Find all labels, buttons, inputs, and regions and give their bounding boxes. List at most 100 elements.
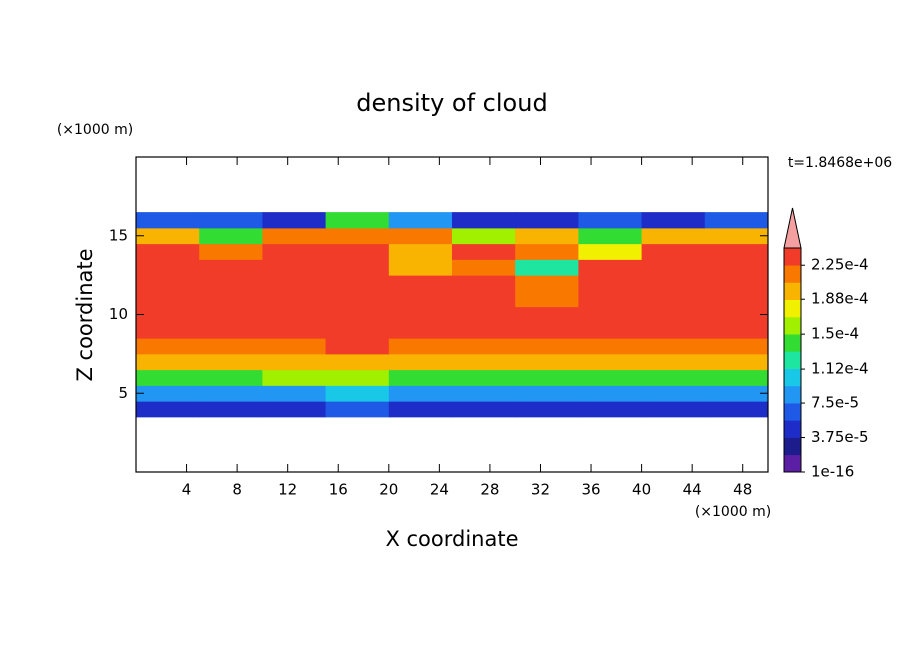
contour-cell <box>388 212 453 229</box>
contour-cell <box>704 306 769 323</box>
contour-cell <box>515 290 579 308</box>
contour-cell <box>325 385 390 402</box>
x-unit: (×1000 m) <box>695 504 771 520</box>
x-tick-label: 8 <box>232 481 242 499</box>
contour-cell <box>199 275 263 292</box>
contour-cell <box>452 401 516 418</box>
contour-cell <box>704 353 769 371</box>
contour-cell <box>515 275 579 292</box>
contour-cell <box>325 259 390 276</box>
contour-cell <box>262 322 327 339</box>
contour-cell <box>578 243 643 260</box>
time-label: t=1.8468e+06 <box>788 155 892 171</box>
contour-cell <box>199 290 263 308</box>
x-tick-label: 12 <box>278 481 297 499</box>
colorbar-band <box>784 334 801 352</box>
contour-cell <box>199 322 263 339</box>
contour-cell <box>452 369 516 386</box>
colorbar-frame <box>783 247 802 473</box>
contour-cell <box>452 306 516 323</box>
contour-cell <box>262 401 327 418</box>
contour-cell <box>704 227 769 245</box>
colorbar-band <box>784 454 801 473</box>
contour-cell <box>578 290 643 308</box>
colorbar-label: 2.25e-4 <box>811 256 869 274</box>
contour-cell <box>262 259 327 276</box>
contour-cell <box>199 259 263 276</box>
contour-cell <box>578 322 643 339</box>
contour-cell <box>641 243 706 260</box>
contour-cell <box>578 212 643 229</box>
colorbar-band <box>784 403 801 421</box>
x-tick-label: 4 <box>182 481 192 499</box>
contour-cell <box>262 306 327 323</box>
contour-cell <box>325 369 390 386</box>
colorbar-band <box>784 385 801 404</box>
contour-cell <box>578 369 643 386</box>
contour-cell <box>325 275 390 292</box>
contour-cell <box>136 243 200 260</box>
colorbar-band <box>784 282 801 300</box>
contour-cell <box>578 401 643 418</box>
contour-cell <box>262 275 327 292</box>
contour-cell <box>641 322 706 339</box>
contour-cell <box>515 338 579 355</box>
contour-cell <box>199 369 263 386</box>
contour-cell <box>325 322 390 339</box>
contour-cell <box>641 385 706 402</box>
contour-cell <box>262 385 327 402</box>
x-tick-label: 36 <box>581 481 600 499</box>
contour-cell <box>262 227 327 245</box>
contour-cell <box>136 290 200 308</box>
colorbar-band <box>784 265 801 283</box>
contour-cell <box>515 306 579 323</box>
contour-cell <box>578 306 643 323</box>
x-tick-label: 40 <box>632 481 651 499</box>
contour-cell <box>515 259 579 276</box>
contour-cell <box>199 401 263 418</box>
contour-cell <box>136 212 200 229</box>
contour-cell <box>199 212 263 229</box>
y-tick-label: 15 <box>109 226 128 244</box>
colorbar-label: 1.5e-4 <box>811 325 859 343</box>
colorbar-band <box>784 368 801 387</box>
contour-cell <box>388 290 453 308</box>
contour-cell <box>641 259 706 276</box>
x-tick-label: 28 <box>480 481 499 499</box>
contour-cell <box>199 306 263 323</box>
contour-cell <box>136 353 200 371</box>
y-axis-label: Z coordinate <box>73 248 97 381</box>
contour-cell <box>452 353 516 371</box>
chart-title: density of cloud <box>356 89 547 117</box>
contour-cell <box>515 243 579 260</box>
contour-cell <box>515 385 579 402</box>
contour-cell <box>136 385 200 402</box>
contour-cell <box>262 353 327 371</box>
contour-cell <box>452 259 516 276</box>
colorbar-extend <box>783 207 802 249</box>
contour-cell <box>452 385 516 402</box>
contour-cell <box>325 353 390 371</box>
contour-cell <box>452 212 516 229</box>
contour-cell <box>641 353 706 371</box>
contour-cell <box>325 306 390 323</box>
x-axis-label: X coordinate <box>385 527 518 551</box>
colorbar-label: 1.12e-4 <box>811 360 869 378</box>
contour-cell <box>704 385 769 402</box>
contour-cell <box>578 227 643 245</box>
contour-cell <box>199 227 263 245</box>
contour-cell <box>452 243 516 260</box>
contour-cell <box>136 369 200 386</box>
x-tick-label: 16 <box>329 481 348 499</box>
contour-cell <box>641 369 706 386</box>
contour-cell <box>388 227 453 245</box>
contour-cell <box>641 227 706 245</box>
contour-cell <box>641 306 706 323</box>
x-tick-label: 32 <box>531 481 550 499</box>
contour-cell <box>136 401 200 418</box>
contour-cell <box>388 259 453 276</box>
contour-cell <box>388 275 453 292</box>
contour-cell <box>199 385 263 402</box>
contour-cell <box>515 322 579 339</box>
